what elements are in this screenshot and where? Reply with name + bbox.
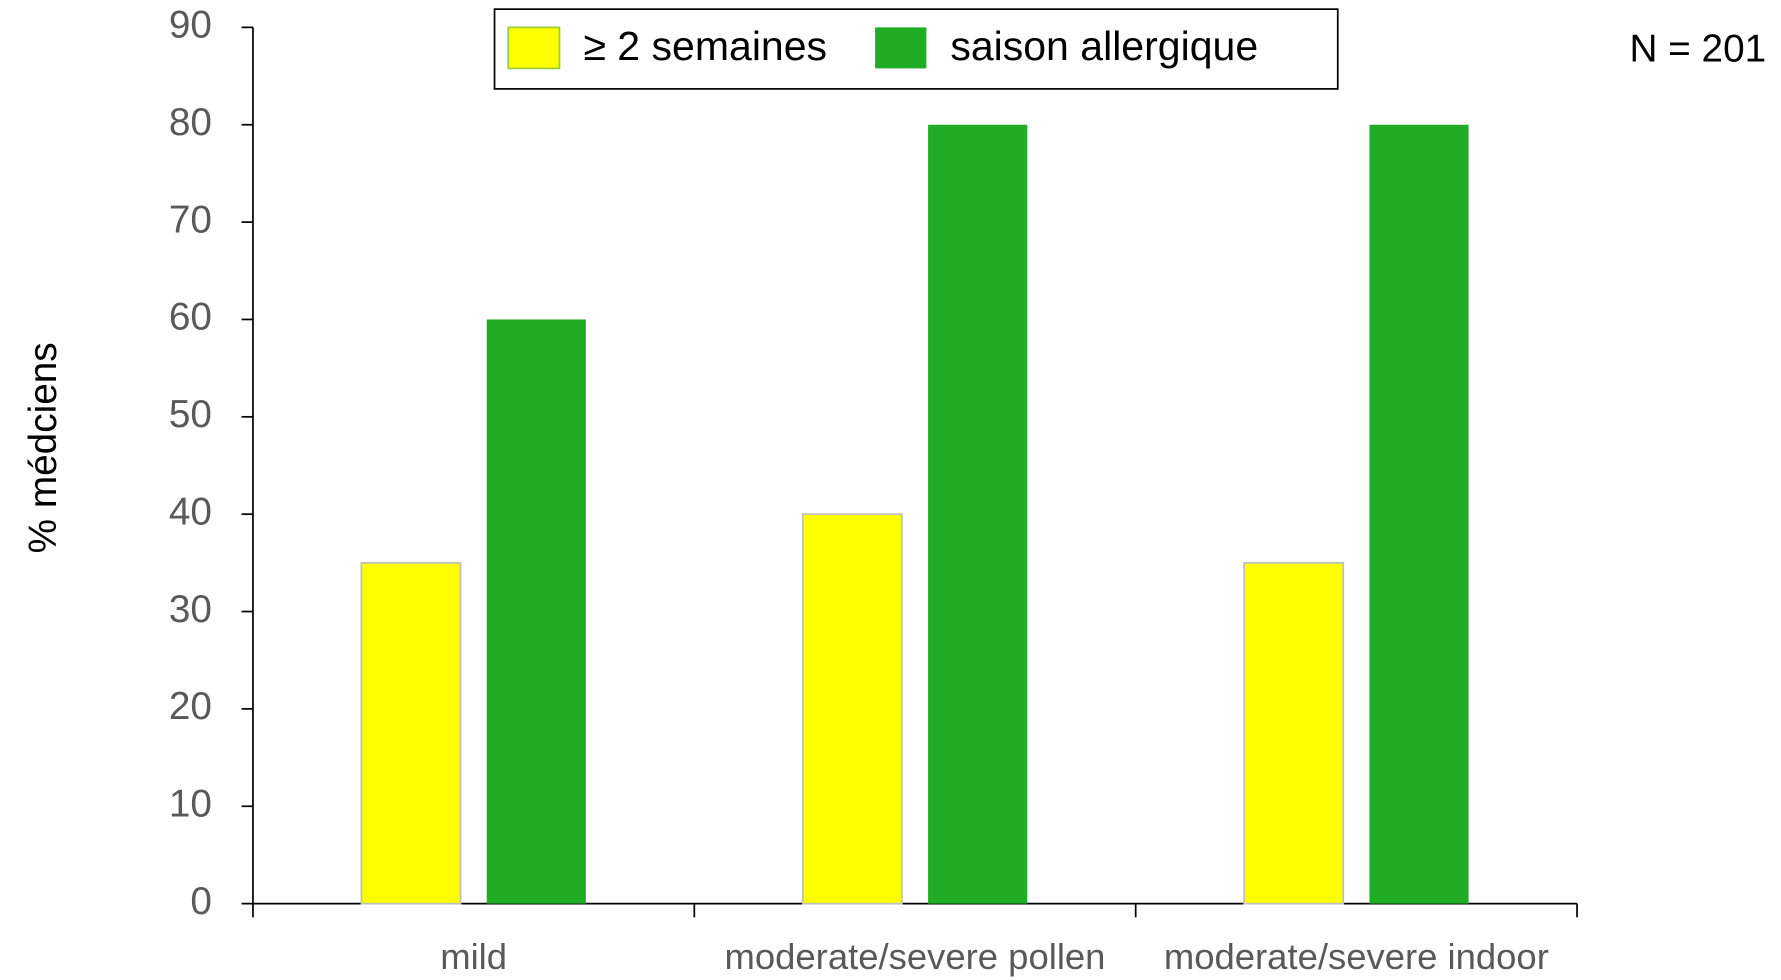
y-tick-label: 70 — [169, 198, 212, 241]
y-tick-label: 0 — [190, 880, 212, 923]
y-axis-label: % médciens — [22, 342, 65, 553]
y-tick-label: 60 — [169, 296, 212, 339]
legend-label: ≥ 2 semaines — [583, 23, 827, 69]
legend-swatch — [507, 26, 561, 70]
y-tick-label: 40 — [169, 490, 212, 533]
x-tick-label: moderate/severe indoor — [1164, 936, 1549, 977]
bar — [486, 319, 586, 904]
x-tick-label: moderate/severe pollen — [725, 936, 1106, 977]
legend-swatch — [875, 27, 927, 69]
bar — [1243, 562, 1345, 905]
y-tick-label: 90 — [169, 4, 212, 47]
annotation: N = 201 — [1629, 28, 1766, 71]
y-tick-label: 30 — [169, 588, 212, 631]
bar — [801, 513, 903, 905]
y-tick-label: 20 — [169, 685, 212, 728]
bar — [1369, 124, 1469, 904]
legend-label: saison allergique — [950, 23, 1258, 69]
bar — [928, 124, 1028, 904]
y-tick-label: 10 — [169, 783, 212, 826]
y-tick-label: 50 — [169, 393, 212, 436]
bar — [360, 562, 462, 905]
y-tick-label: 80 — [169, 101, 212, 144]
x-tick-label: mild — [440, 936, 507, 977]
